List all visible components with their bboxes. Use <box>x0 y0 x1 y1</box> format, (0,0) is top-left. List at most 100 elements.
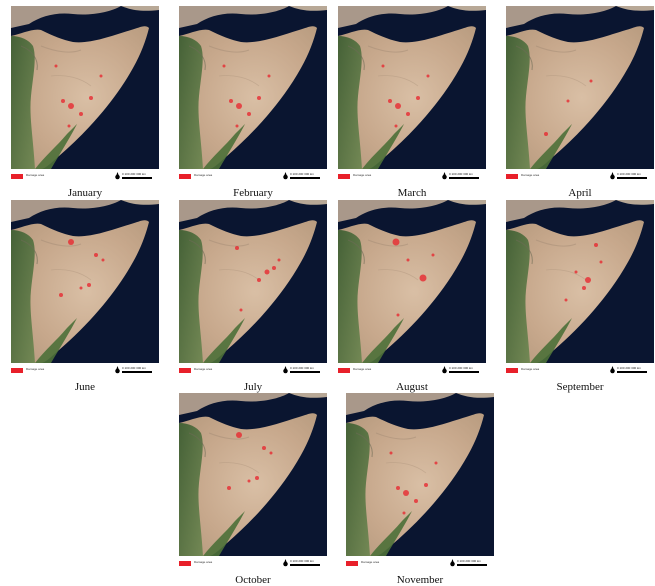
satellite-map <box>506 6 654 169</box>
legend-label: Damage area <box>26 367 45 371</box>
month-caption: August <box>396 381 428 393</box>
scale-bar: 0 100 200 300 km <box>617 172 654 181</box>
damage-area-swatch <box>179 174 191 179</box>
satellite-map <box>179 6 327 169</box>
north-arrow-icon <box>283 172 288 180</box>
damage-area-swatch <box>338 174 350 179</box>
damage-area-swatch <box>506 368 518 373</box>
north-arrow-icon <box>283 559 288 567</box>
legend-label: Damage area <box>521 367 540 371</box>
legend-label: Damage area <box>353 367 372 371</box>
north-arrow-icon <box>450 559 455 567</box>
map-panel-january: Damage area 0 100 200 300 km January <box>11 6 159 199</box>
satellite-map <box>506 200 654 363</box>
month-caption: June <box>74 381 96 393</box>
satellite-map <box>346 393 494 556</box>
satellite-map <box>179 393 327 556</box>
satellite-map <box>179 200 327 363</box>
legend-label: Damage area <box>353 173 372 177</box>
legend-label: Damage area <box>194 560 213 564</box>
scale-bar-graphic <box>449 177 479 179</box>
month-caption: February <box>233 187 273 199</box>
legend-label: Damage area <box>194 367 213 371</box>
scale-bar: 0 100 200 300 km <box>122 366 159 375</box>
map-panel-july: Damage area 0 100 200 300 km July <box>179 200 327 393</box>
month-caption: October <box>235 574 271 586</box>
scale-bar-graphic <box>617 371 647 373</box>
damage-area-swatch <box>179 561 191 566</box>
damage-area-swatch <box>338 368 350 373</box>
map-legend: Damage area 0 100 200 300 km <box>506 366 654 376</box>
satellite-map <box>11 200 159 363</box>
scale-bar-graphic <box>617 177 647 179</box>
scale-bar-labels: 0 100 200 300 km <box>617 172 642 176</box>
map-legend: Damage area 0 100 200 300 km <box>179 559 327 569</box>
damage-area-swatch <box>179 368 191 373</box>
north-arrow-icon <box>115 366 120 374</box>
north-arrow-icon <box>442 366 447 374</box>
month-caption: March <box>397 187 427 199</box>
north-arrow-icon <box>610 172 615 180</box>
map-legend: Damage area 0 100 200 300 km <box>338 172 486 182</box>
map-panel-april: Damage area 0 100 200 300 km April <box>506 6 654 199</box>
map-legend: Damage area 0 100 200 300 km <box>338 366 486 376</box>
month-caption: April <box>568 187 592 199</box>
map-legend: Damage area 0 100 200 300 km <box>506 172 654 182</box>
map-panel-october: Damage area 0 100 200 300 km October <box>179 393 327 586</box>
scale-bar: 0 100 200 300 km <box>617 366 654 375</box>
map-panel-september: Damage area 0 100 200 300 km September <box>506 200 654 393</box>
legend-label: Damage area <box>194 173 213 177</box>
scale-bar-labels: 0 100 200 300 km <box>457 559 482 563</box>
scale-bar-graphic <box>290 371 320 373</box>
map-legend: Damage area 0 100 200 300 km <box>346 559 494 569</box>
map-panel-june: Damage area 0 100 200 300 km June <box>11 200 159 393</box>
scale-bar-labels: 0 100 200 300 km <box>617 366 642 370</box>
scale-bar: 0 100 200 300 km <box>449 172 486 181</box>
scale-bar: 0 100 200 300 km <box>290 559 327 568</box>
legend-label: Damage area <box>521 173 540 177</box>
scale-bar-labels: 0 100 200 300 km <box>449 172 474 176</box>
map-panel-november: Damage area 0 100 200 300 km November <box>346 393 494 586</box>
map-legend: Damage area 0 100 200 300 km <box>179 172 327 182</box>
month-caption: November <box>396 574 444 586</box>
scale-bar: 0 100 200 300 km <box>449 366 486 375</box>
scale-bar-labels: 0 100 200 300 km <box>290 172 315 176</box>
legend-label: Damage area <box>361 560 380 564</box>
month-caption: January <box>67 187 103 199</box>
north-arrow-icon <box>610 366 615 374</box>
scale-bar-graphic <box>290 564 320 566</box>
scale-bar-graphic <box>122 371 152 373</box>
damage-area-swatch <box>11 368 23 373</box>
month-caption: July <box>243 381 263 393</box>
satellite-map <box>338 6 486 169</box>
north-arrow-icon <box>442 172 447 180</box>
scale-bar: 0 100 200 300 km <box>290 172 327 181</box>
satellite-map <box>11 6 159 169</box>
scale-bar-graphic <box>122 177 152 179</box>
legend-label: Damage area <box>26 173 45 177</box>
month-caption: September <box>556 381 604 393</box>
scale-bar-graphic <box>457 564 487 566</box>
scale-bar-labels: 0 100 200 300 km <box>122 172 147 176</box>
scale-bar-labels: 0 100 200 300 km <box>122 366 147 370</box>
map-legend: Damage area 0 100 200 300 km <box>11 366 159 376</box>
damage-area-swatch <box>506 174 518 179</box>
north-arrow-icon <box>115 172 120 180</box>
map-panel-february: Damage area 0 100 200 300 km February <box>179 6 327 199</box>
map-panel-august: Damage area 0 100 200 300 km August <box>338 200 486 393</box>
damage-area-swatch <box>11 174 23 179</box>
map-legend: Damage area 0 100 200 300 km <box>11 172 159 182</box>
satellite-map <box>338 200 486 363</box>
scale-bar-labels: 0 100 200 300 km <box>290 559 315 563</box>
scale-bar: 0 100 200 300 km <box>122 172 159 181</box>
scale-bar-labels: 0 100 200 300 km <box>449 366 474 370</box>
damage-area-swatch <box>346 561 358 566</box>
scale-bar: 0 100 200 300 km <box>290 366 327 375</box>
map-panel-march: Damage area 0 100 200 300 km March <box>338 6 486 199</box>
north-arrow-icon <box>283 366 288 374</box>
map-legend: Damage area 0 100 200 300 km <box>179 366 327 376</box>
scale-bar-graphic <box>449 371 479 373</box>
scale-bar-labels: 0 100 200 300 km <box>290 366 315 370</box>
scale-bar: 0 100 200 300 km <box>457 559 494 568</box>
scale-bar-graphic <box>290 177 320 179</box>
